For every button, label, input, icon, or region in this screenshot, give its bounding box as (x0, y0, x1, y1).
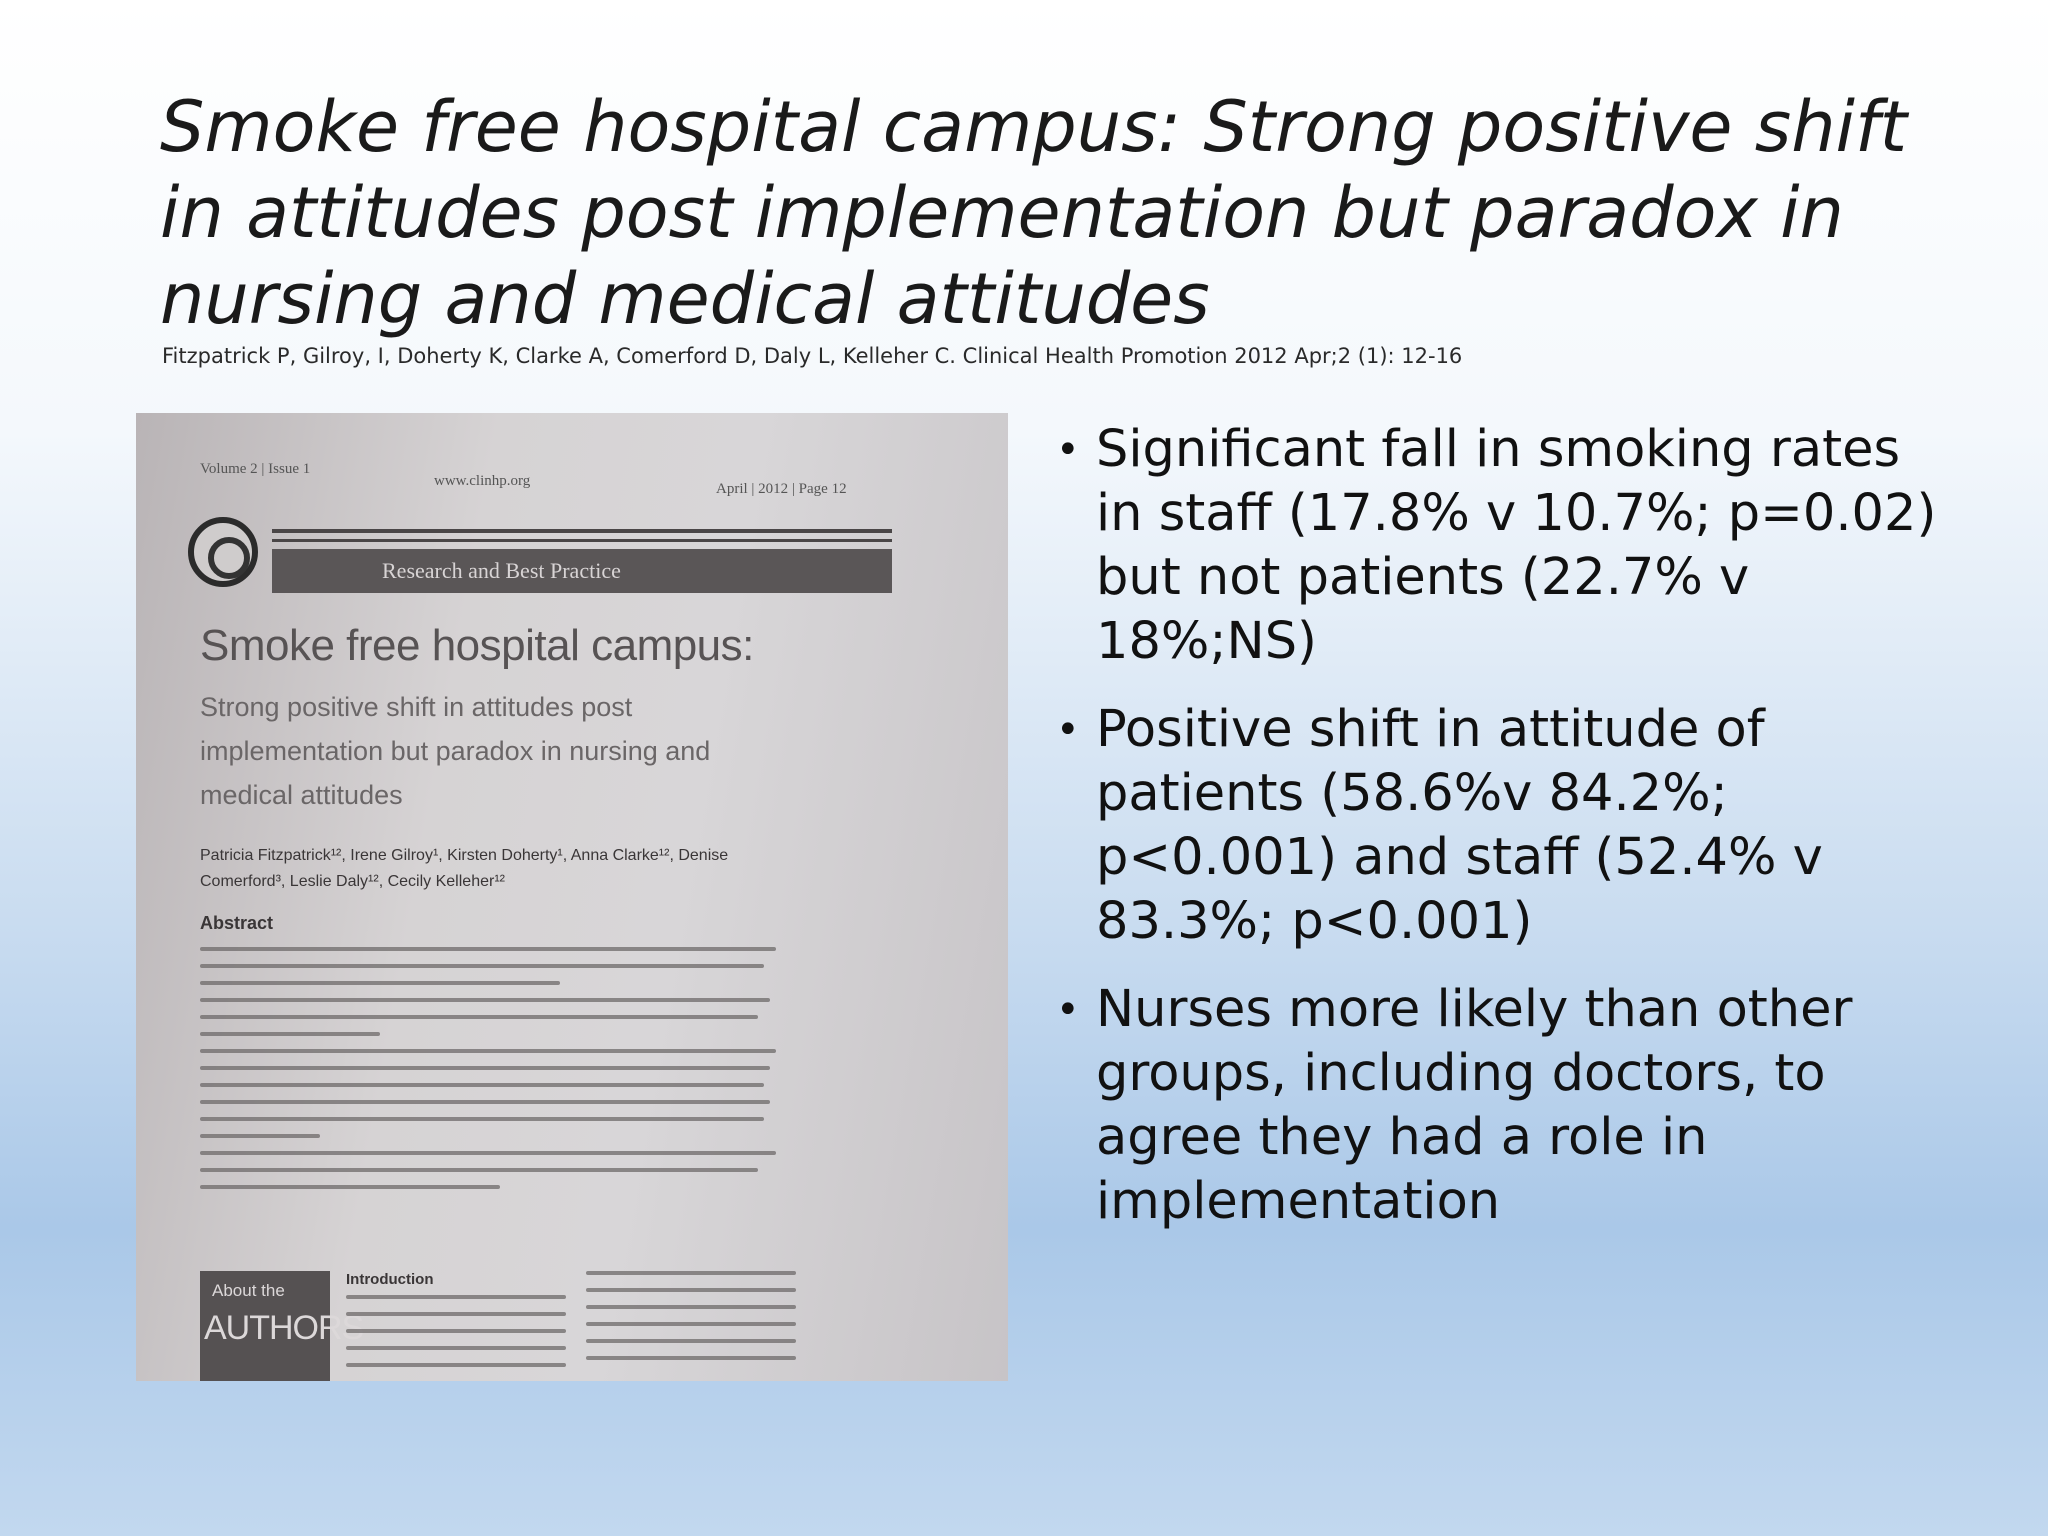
section-band: Research and Best Practice (272, 549, 892, 593)
finding-smoking-rates: • Significant fall in smoking rates in st… (1056, 418, 1956, 674)
journal-seal-logo (188, 517, 258, 587)
column-text (586, 1271, 796, 1373)
header-rule (272, 539, 892, 542)
bullet-icon: • (1056, 987, 1080, 1033)
article-photo: Volume 2 | Issue 1 www.clinhp.org April … (136, 413, 1008, 1381)
finding-nurses-role: • Nurses more likely than other groups, i… (1056, 978, 1956, 1234)
bullet-icon: • (1056, 707, 1080, 753)
journal-volume: Volume 2 | Issue 1 (200, 461, 311, 477)
article-subtitle: Strong positive shift in attitudes post … (200, 692, 711, 810)
header-rule (272, 529, 892, 533)
journal-website: www.clinhp.org (434, 473, 531, 489)
abstract-text (200, 947, 800, 1202)
finding-text: Nurses more likely than other groups, in… (1096, 980, 1853, 1231)
introduction-text (346, 1295, 566, 1380)
about-label: About the (212, 1281, 285, 1300)
citation: Fitzpatrick P, Gilroy, I, Doherty K, Cla… (162, 344, 1463, 368)
article-page: Volume 2 | Issue 1 www.clinhp.org April … (176, 453, 936, 1381)
introduction-heading: Introduction (346, 1271, 434, 1288)
abstract-heading: Abstract (200, 913, 274, 933)
finding-text: Significant fall in smoking rates in sta… (1096, 420, 1937, 671)
bullet-icon: • (1056, 427, 1080, 473)
article-authors: Patricia Fitzpatrick¹², Irene Gilroy¹, K… (200, 847, 729, 890)
journal-date-page: April | 2012 | Page 12 (716, 481, 847, 497)
slide-title: Smoke free hospital campus: Strong posit… (160, 86, 1908, 340)
about-authors-box: About the AUTHORS (200, 1271, 364, 1381)
finding-text: Positive shift in attitude of patients (… (1096, 700, 1823, 951)
key-findings-list: • Significant fall in smoking rates in st… (1056, 418, 1956, 1258)
authors-label: AUTHORS (204, 1309, 364, 1347)
finding-attitude-shift: • Positive shift in attitude of patients … (1056, 698, 1956, 954)
article-title: Smoke free hospital campus: (200, 621, 754, 670)
